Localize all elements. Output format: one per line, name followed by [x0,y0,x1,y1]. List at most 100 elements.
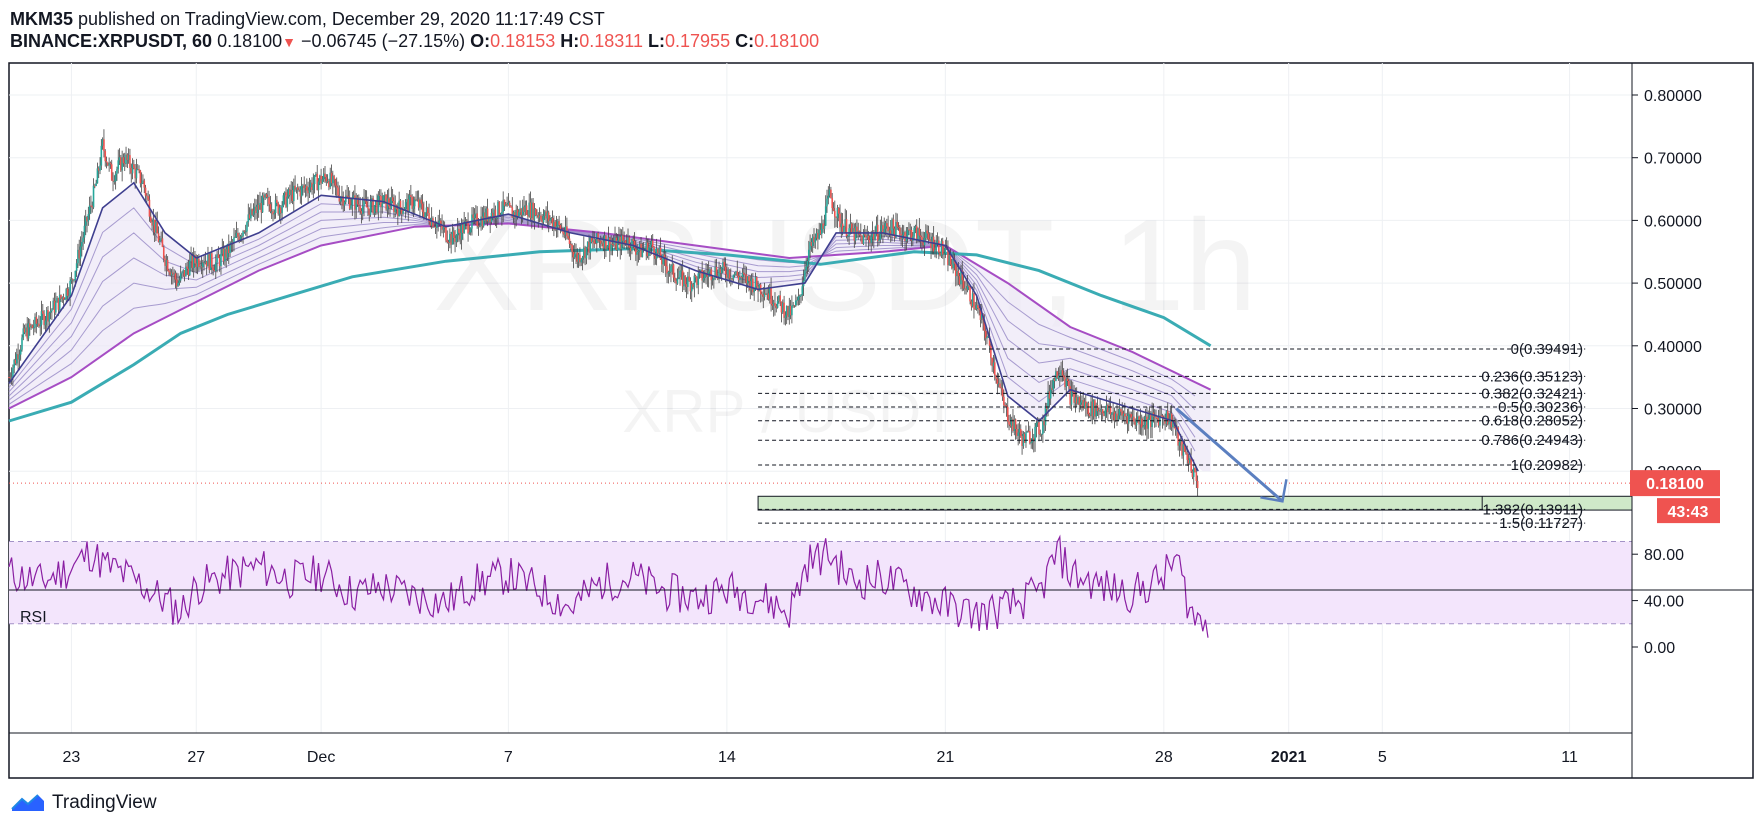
candle-body [287,189,290,197]
candle-body [463,222,465,233]
candle-body [709,269,711,272]
candle-body [504,204,507,206]
candle-body [949,255,952,265]
candle-body [1168,421,1170,425]
candle-body [291,190,294,202]
candle-body [688,276,690,281]
candle-body [322,173,325,180]
candle-body [732,274,735,280]
candle-body [567,236,570,239]
candle-body [547,212,550,222]
candle-body [697,273,700,285]
candle-body [175,279,178,286]
candle-body [978,308,980,310]
candle-body [814,237,817,243]
symbol-name[interactable]: BINANCE:XRPUSDT, 60 [10,31,213,51]
candle-body [1070,390,1073,405]
candle-body [650,240,653,245]
candle-body [248,214,251,219]
ema-fast-line [8,181,1199,472]
candle-body [583,247,585,258]
candle-body [629,247,632,251]
candle-body [14,359,17,364]
price-tick-label-4: 0.40000 [1644,339,1702,356]
price-pane[interactable]: 0(0.39491)0.236(0.35123)0.382(0.32421)0.… [8,129,1633,532]
rsi-pane[interactable]: RSI [8,534,1632,638]
candle-body [562,229,564,234]
candle-body [891,219,893,236]
candle-body [216,254,218,263]
candle-body [27,323,30,339]
candle-body [1087,403,1090,415]
candle-body [810,241,813,246]
candle-body [113,181,116,183]
tradingview-footer[interactable]: TradingView [10,792,157,814]
candle-body [618,236,620,241]
candle-body [423,211,425,218]
candle-body [792,304,794,306]
candle-body [640,243,642,257]
candle-body [554,221,557,230]
candle-body [1166,410,1169,425]
candle-body [199,266,201,268]
candle-body [408,195,411,212]
candle-body [1122,413,1125,416]
candle-body [863,234,866,236]
candle-body [675,280,677,284]
candle-body [256,204,259,214]
candle-body [240,236,243,237]
rsi-axis[interactable]: 80.00 40.00 0.00 [1632,547,1684,657]
candle-body [840,223,843,228]
candle-body [737,275,740,281]
candle-body [1124,413,1126,417]
price-tick-label-1: 0.70000 [1644,151,1702,168]
open-label: O: [470,31,491,51]
candle-body [139,170,142,184]
candle-body [311,182,313,190]
time-axis[interactable]: 23 27 Dec 7 14 21 28 2021 5 11 [63,749,1578,766]
candle-body [861,235,863,244]
candle-body [637,251,640,253]
candle-body [95,183,97,186]
candle-body [1060,370,1062,376]
candle-body [374,201,377,206]
candle-body [661,259,663,265]
candle-body [826,198,828,207]
candle-body [138,169,140,171]
candle-body [752,278,754,293]
candle-body [372,198,374,214]
candle-body [763,293,766,297]
price-tick-label-3: 0.50000 [1644,276,1702,293]
candle-body [473,214,476,219]
candle-body [61,297,64,299]
candle-body [971,293,974,307]
candle-body [97,168,100,171]
candle-body [831,197,834,209]
candle-body [1032,437,1035,442]
candle-body [896,222,899,227]
candle-body [794,300,797,306]
candle-body [57,297,60,310]
open-value: 0.18153 [490,31,556,51]
candle-body [157,233,160,242]
candle-body [238,236,240,241]
candle-body [754,277,757,289]
candle-body [974,308,977,310]
candle-body [605,235,607,249]
candle-body [174,273,177,280]
candle-body [521,206,524,215]
candle-body [69,280,71,296]
price-tag-value: 0.18100 [1646,476,1704,493]
candle-body [870,236,873,243]
candle-body [662,254,664,265]
candle-body [417,199,420,208]
candle-body [268,196,270,205]
candle-body [1191,471,1194,477]
candle-body [274,199,277,213]
candle-body [1078,396,1081,405]
candle-body [1156,418,1159,419]
price-axis[interactable]: 0.80000 0.70000 0.60000 0.50000 0.40000 0.300… [1632,88,1702,481]
author-name[interactable]: MKM35 [10,9,74,29]
candle-body [706,274,709,277]
